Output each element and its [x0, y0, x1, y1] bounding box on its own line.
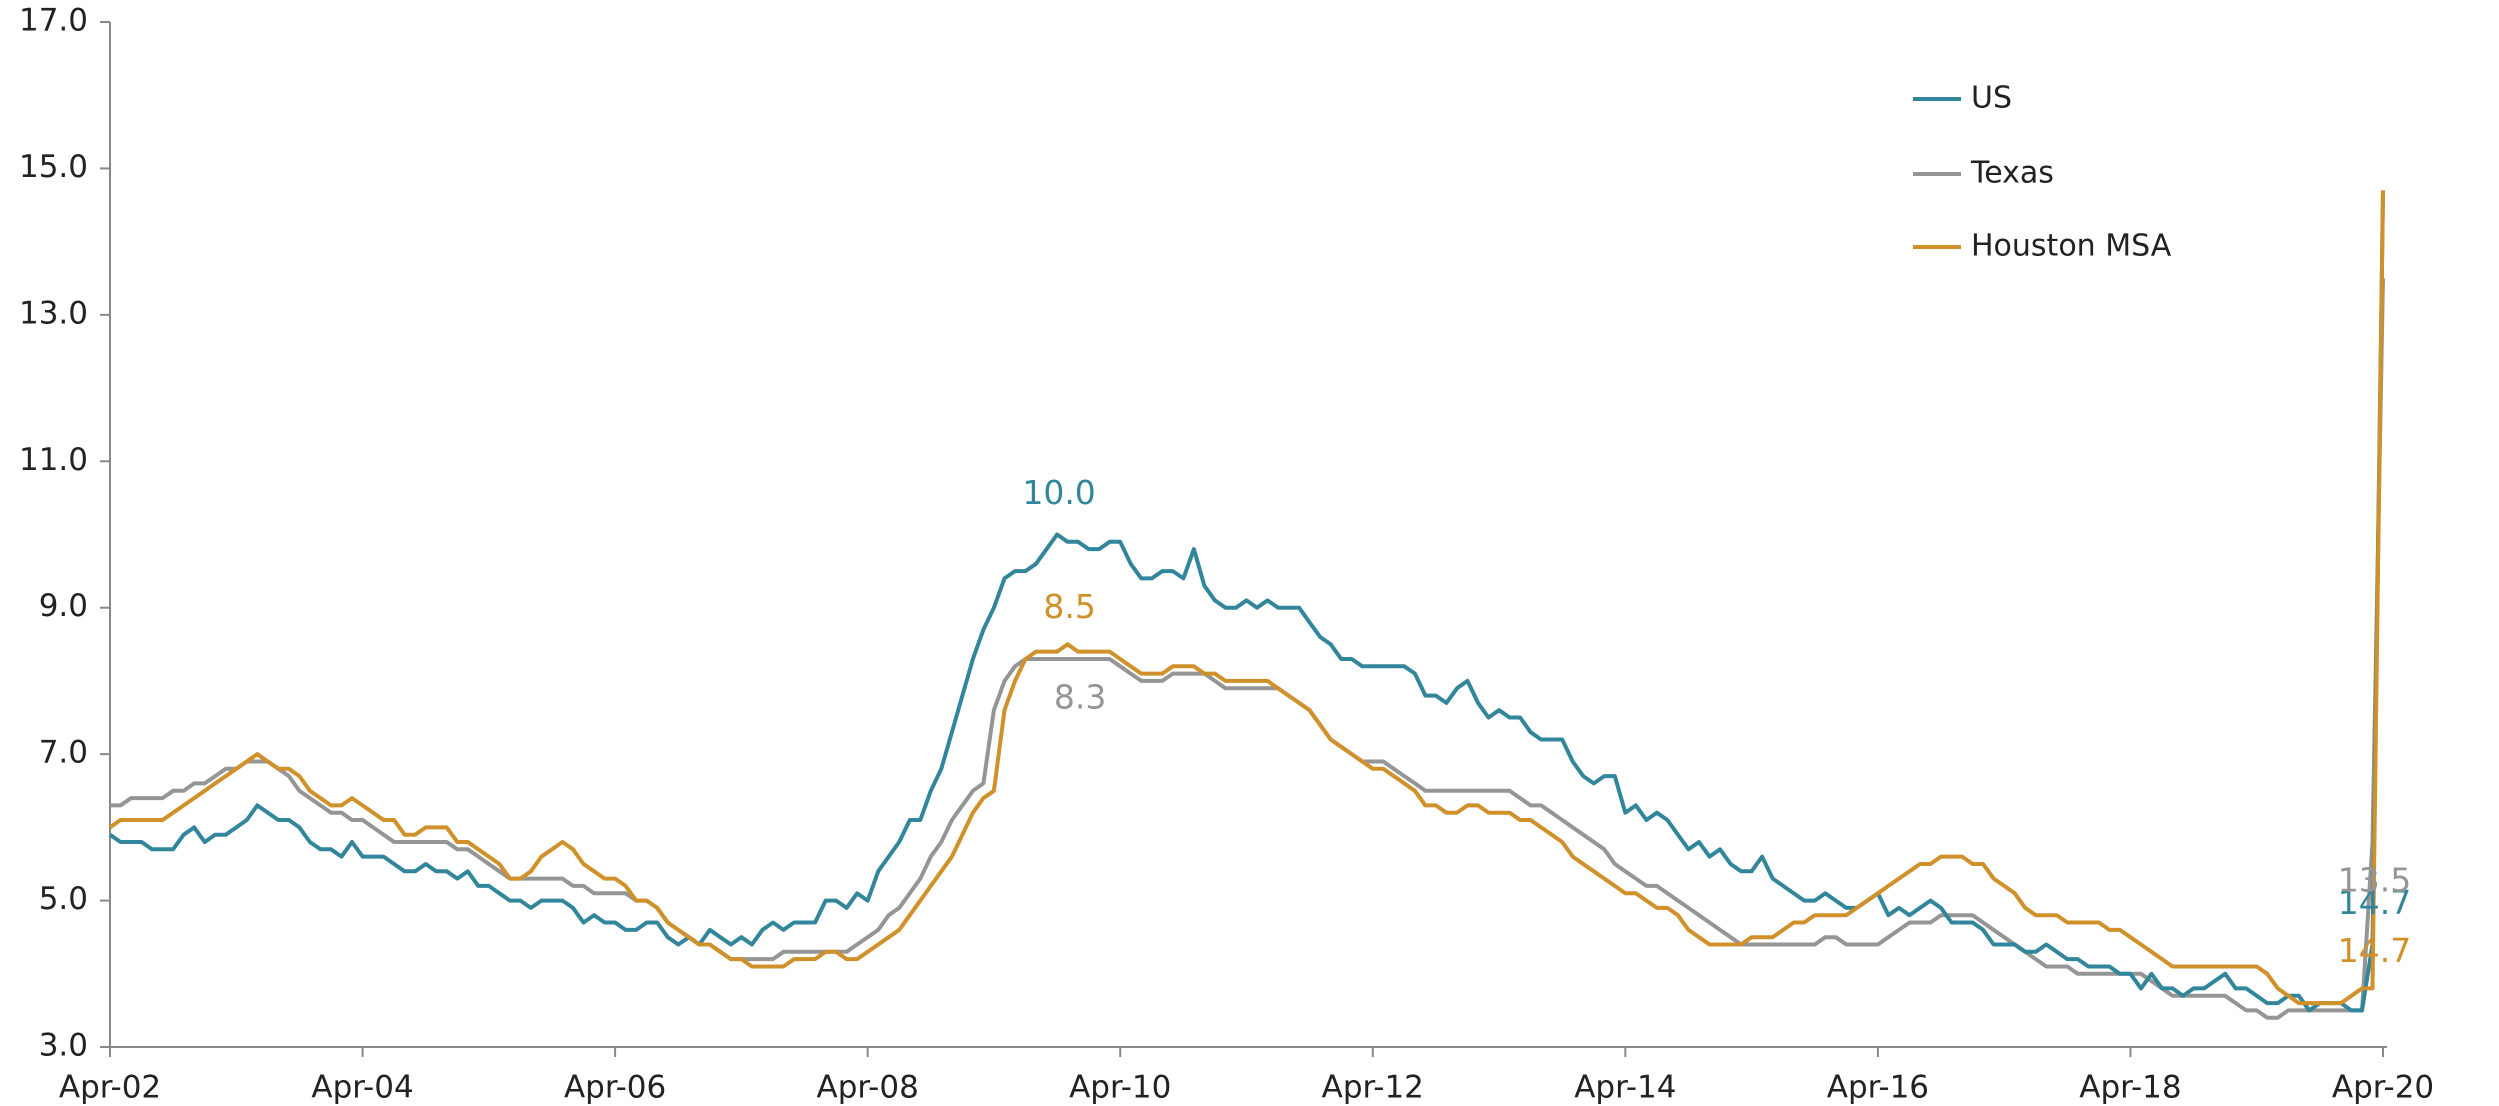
y-tick-label: 3.0	[39, 1028, 88, 1064]
y-tick-label: 7.0	[39, 735, 88, 771]
x-tick-label: Apr-02	[59, 1070, 161, 1106]
x-tick-label: Apr-04	[311, 1070, 413, 1106]
x-tick-label: Apr-20	[2332, 1070, 2434, 1106]
x-tick-label: Apr-06	[564, 1070, 666, 1106]
x-tick-label: Apr-14	[1574, 1070, 1676, 1106]
series-line	[108, 190, 2385, 1013]
legend-label: US	[1971, 81, 2012, 116]
y-tick-label: 13.0	[19, 295, 88, 331]
y-tick-label: 9.0	[39, 588, 88, 624]
value-label: 14.7	[2338, 931, 2411, 970]
y-tick-label: 5.0	[39, 881, 88, 917]
value-label: 14.7	[2338, 883, 2411, 922]
legend-label: Houston MSA	[1971, 229, 2172, 264]
x-tick-label: Apr-10	[1069, 1070, 1171, 1106]
y-tick-label: 15.0	[19, 149, 88, 185]
series-line	[110, 278, 2385, 1020]
x-tick-label: Apr-18	[2079, 1070, 2181, 1106]
x-tick-label: Apr-12	[1322, 1070, 1424, 1106]
value-label: 8.5	[1043, 587, 1095, 626]
x-tick-label: Apr-08	[817, 1070, 919, 1106]
series-line	[108, 190, 2385, 1006]
y-tick-label: 17.0	[19, 3, 88, 39]
value-label: 8.3	[1054, 677, 1106, 716]
value-label: 13.5	[2338, 861, 2411, 900]
legend-label: Texas	[1970, 156, 2054, 191]
value-label: 10.0	[1022, 473, 1095, 512]
x-tick-label: Apr-16	[1827, 1070, 1929, 1106]
y-tick-label: 11.0	[19, 442, 88, 478]
